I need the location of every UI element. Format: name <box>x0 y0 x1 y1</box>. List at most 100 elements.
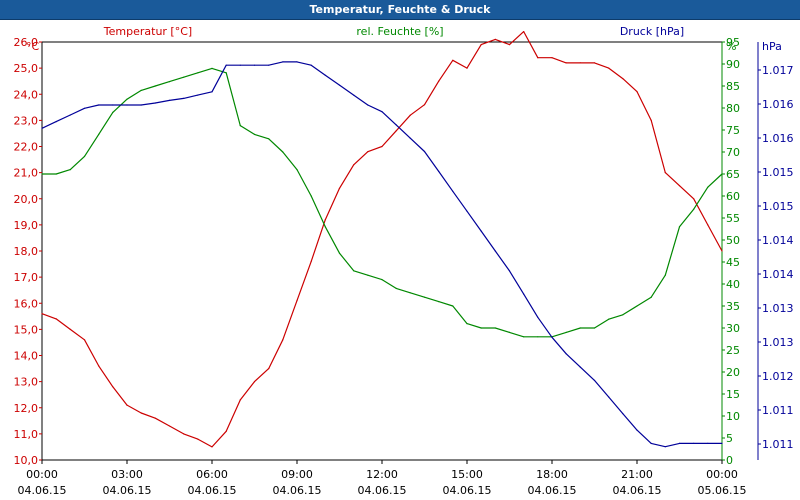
data-point-humidity <box>395 287 397 289</box>
data-point-temperature <box>98 365 100 367</box>
data-point-temperature <box>565 62 567 64</box>
data-point-temperature <box>622 78 624 80</box>
temperature-tick-label: 13,0 <box>14 376 39 389</box>
data-point-humidity <box>225 72 227 74</box>
x-tick-time-label: 09:00 <box>281 468 313 481</box>
temperature-tick-label: 26,0 <box>14 36 39 49</box>
x-tick-date-label: 04.06.15 <box>188 484 237 497</box>
x-tick-time-label: 00:00 <box>706 468 738 481</box>
data-point-pressure <box>310 64 312 66</box>
data-point-pressure <box>650 442 652 444</box>
temperature-tick-label: 24,0 <box>14 88 39 101</box>
x-tick-date-label: 04.06.15 <box>103 484 152 497</box>
data-point-temperature <box>678 185 681 187</box>
humidity-tick-label: 60 <box>726 190 740 203</box>
data-point-pressure <box>608 396 610 398</box>
pressure-tick-label: 1.011 <box>762 438 794 451</box>
temperature-tick-label: 25,0 <box>14 62 39 75</box>
data-point-pressure <box>395 124 397 126</box>
temperature-tick-label: 12,0 <box>14 402 39 415</box>
data-point-humidity <box>112 111 114 113</box>
data-point-temperature <box>253 381 256 383</box>
x-tick-date-label: 04.06.15 <box>443 484 492 497</box>
data-point-humidity <box>508 331 511 333</box>
x-tick-time-label: 21:00 <box>621 468 653 481</box>
pressure-tick-label: 1.017 <box>762 64 794 77</box>
x-tick-time-label: 12:00 <box>366 468 398 481</box>
data-point-humidity <box>353 270 355 272</box>
series-lines <box>41 31 723 448</box>
pressure-unit-label: hPa <box>762 40 782 53</box>
data-point-temperature <box>324 219 326 221</box>
data-point-humidity <box>69 169 71 171</box>
x-tick-date-label: 04.06.15 <box>528 484 577 497</box>
data-point-temperature <box>494 38 496 40</box>
data-point-temperature <box>636 91 638 93</box>
data-point-pressure <box>183 97 185 99</box>
data-point-temperature <box>721 250 723 252</box>
data-point-temperature <box>140 412 142 414</box>
data-point-pressure <box>225 64 227 66</box>
data-point-humidity <box>721 173 723 175</box>
data-point-temperature <box>183 433 185 435</box>
data-point-humidity <box>55 173 57 175</box>
data-point-temperature <box>707 224 709 226</box>
humidity-tick-label: 45 <box>726 256 740 269</box>
data-point-humidity <box>693 208 695 210</box>
data-point-temperature <box>168 425 171 427</box>
data-point-pressure <box>466 210 468 212</box>
data-point-humidity <box>636 305 638 307</box>
data-point-temperature <box>438 80 440 82</box>
legend-temperature: Temperatur [°C] <box>103 25 192 38</box>
data-point-temperature <box>268 368 270 370</box>
data-point-humidity <box>664 274 666 276</box>
data-point-pressure <box>593 379 596 381</box>
temperature-tick-label: 17,0 <box>14 271 39 284</box>
data-point-humidity <box>83 155 86 157</box>
data-point-pressure <box>579 366 581 368</box>
data-point-humidity <box>140 89 142 91</box>
pressure-tick-label: 1.016 <box>762 98 794 111</box>
data-point-pressure <box>423 150 426 153</box>
data-point-temperature <box>353 164 355 166</box>
data-point-pressure <box>126 104 128 106</box>
humidity-tick-label: 65 <box>726 168 740 181</box>
axis-labels: 10,0 11,0 12,0 13,0 14,0 15,0 16,0 17,0 18,0 19,0… <box>14 25 794 497</box>
pressure-tick-label: 1.014 <box>762 234 794 247</box>
data-point-humidity <box>678 226 681 228</box>
temperature-tick-label: 15,0 <box>14 323 39 336</box>
data-point-pressure <box>664 446 666 448</box>
data-point-humidity <box>537 336 539 338</box>
x-tick-date-label: 04.06.15 <box>358 484 407 497</box>
data-point-temperature <box>225 430 227 432</box>
data-point-pressure <box>508 270 511 272</box>
temperature-tick-label: 21,0 <box>14 167 39 180</box>
data-point-pressure <box>69 114 71 116</box>
temperature-tick-label: 19,0 <box>14 219 39 232</box>
data-point-humidity <box>523 336 525 338</box>
humidity-tick-label: 70 <box>726 146 740 159</box>
humidity-tick-label: 90 <box>726 58 740 71</box>
x-tick-date-label: 04.06.15 <box>18 484 67 497</box>
x-tick-time-label: 18:00 <box>536 468 568 481</box>
data-point-pressure <box>537 316 539 318</box>
pressure-tick-label: 1.013 <box>762 302 794 315</box>
data-point-pressure <box>452 190 454 192</box>
data-point-pressure <box>353 94 355 96</box>
humidity-tick-label: 95 <box>726 36 740 49</box>
temperature-tick-label: 16,0 <box>14 297 39 310</box>
data-point-pressure <box>282 61 284 63</box>
data-point-temperature <box>423 104 426 106</box>
data-point-pressure <box>55 121 57 123</box>
data-point-humidity <box>98 133 100 135</box>
data-point-humidity <box>338 252 341 254</box>
data-point-humidity <box>452 305 454 307</box>
data-point-humidity <box>324 226 326 228</box>
data-point-temperature <box>41 313 43 315</box>
data-point-temperature <box>650 119 652 121</box>
data-point-pressure <box>211 91 213 93</box>
data-point-pressure <box>268 64 270 66</box>
humidity-tick-label: 40 <box>726 278 740 291</box>
temperature-unit-label: °C <box>26 40 40 53</box>
axes <box>39 41 761 464</box>
